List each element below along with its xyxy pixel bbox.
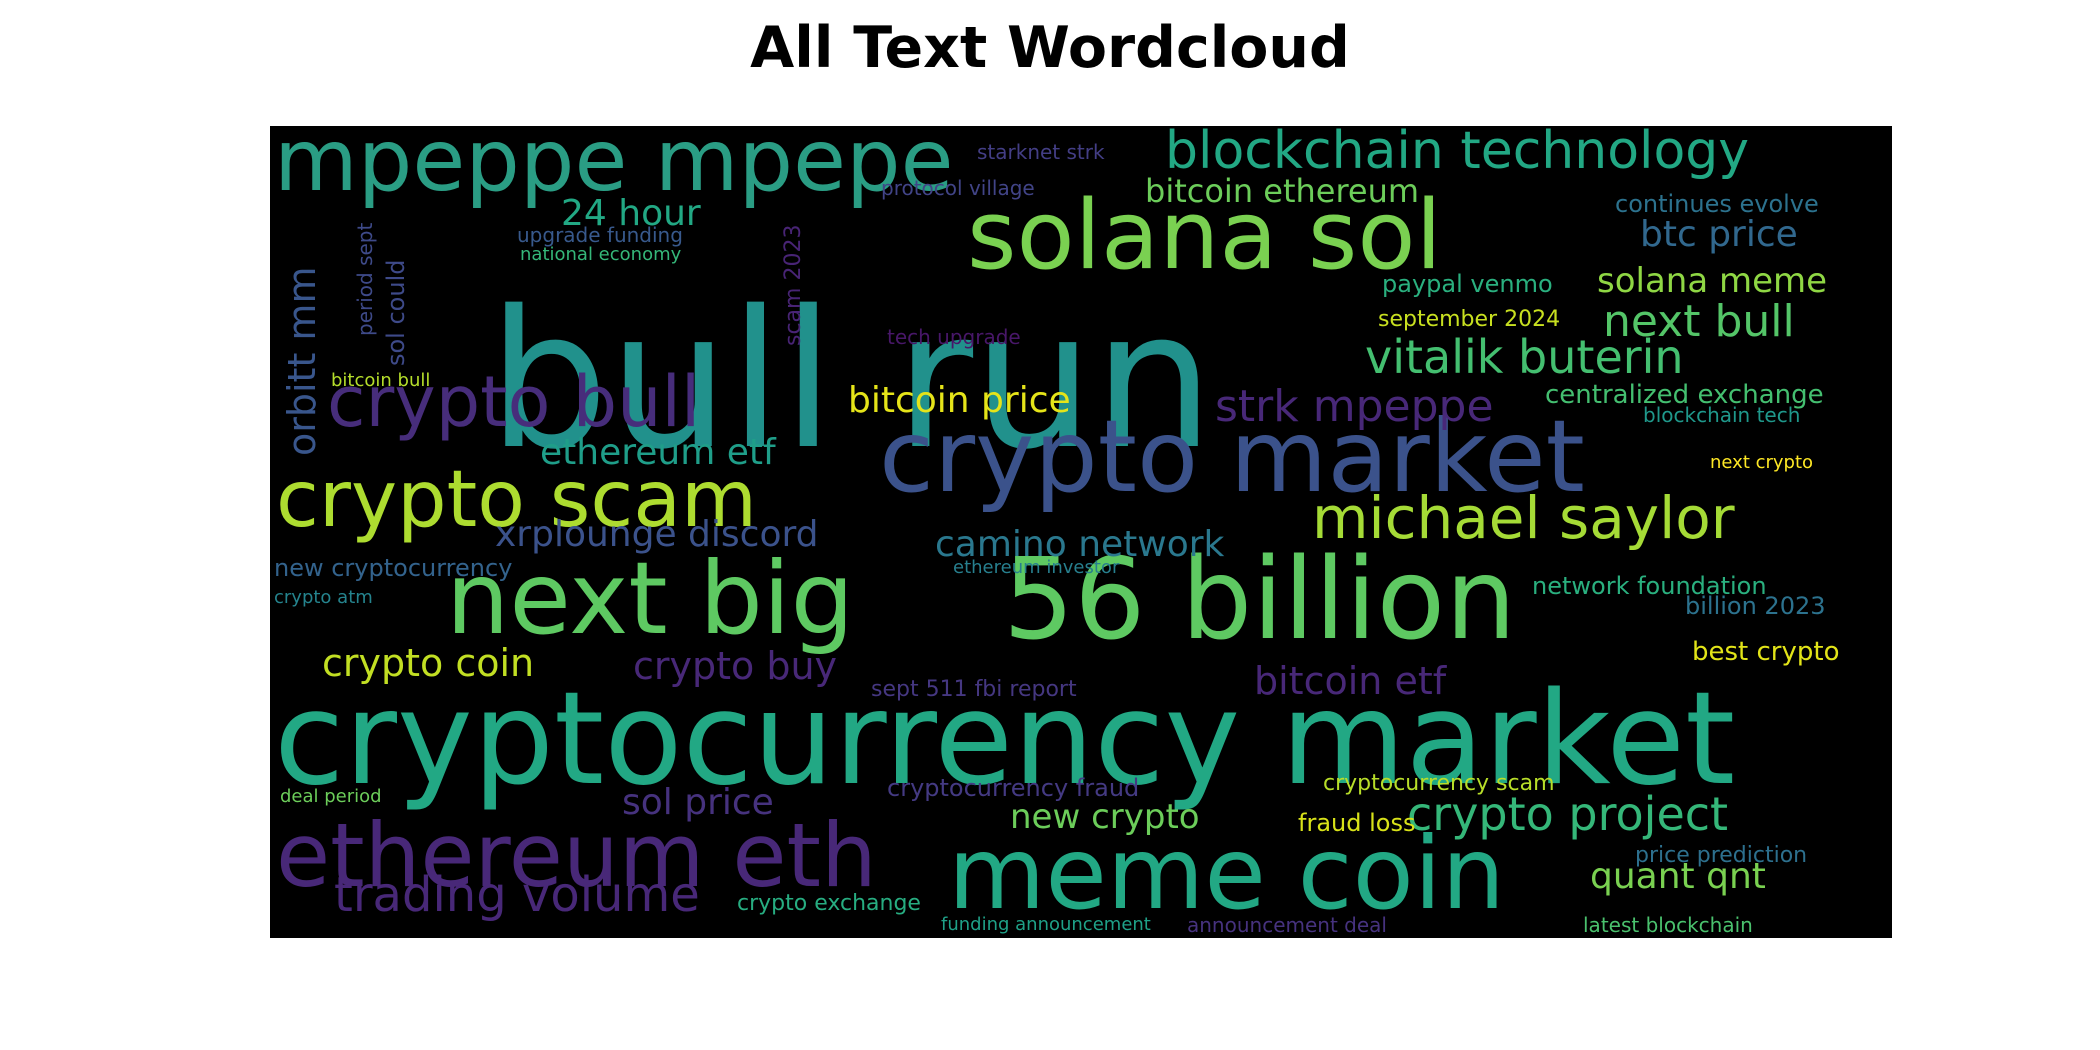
word-period-sept: period sept <box>353 223 377 336</box>
word-funding-announcement: funding announcement <box>941 914 1151 935</box>
word-btc-price: btc price <box>1640 214 1798 255</box>
word-24-hour: 24 hour <box>561 193 701 234</box>
word-bitcoin-etf: bitcoin etf <box>1254 659 1448 703</box>
word-cryptocurrency-fraud: cryptocurrency fraud <box>887 774 1139 802</box>
word-crypto-bull: crypto bull <box>327 361 700 443</box>
word-centralized-exchange: centralized exchange <box>1545 380 1824 410</box>
word-upgrade-funding: upgrade funding <box>517 223 683 247</box>
word-ethereum-eth: ethereum eth <box>276 804 877 907</box>
word-new-crypto: new crypto <box>1010 797 1200 837</box>
word-sol-could: sol could <box>382 260 410 366</box>
word-cryptocurrency-scam: cryptocurrency scam <box>1323 771 1555 796</box>
word-orbitt-mm: orbitt mm <box>280 267 324 456</box>
word-scam-2023: scam 2023 <box>781 225 806 346</box>
word-sept-511-fbi-report: sept 511 fbi report <box>871 677 1077 702</box>
word-crypto-coin: crypto coin <box>322 641 534 685</box>
word-bitcoin-ethereum: bitcoin ethereum <box>1145 172 1419 210</box>
word-solana-sol: solana sol <box>967 181 1442 291</box>
word-56-billion: 56 billion <box>1003 535 1516 665</box>
word-sol-price: sol price <box>622 782 774 823</box>
word-strk-mpeppe: strk mpeppe <box>1215 381 1494 432</box>
word-september-2024: september 2024 <box>1378 307 1560 332</box>
word-bitcoin-bull: bitcoin bull <box>331 370 430 391</box>
word-deal-period: deal period <box>280 786 382 807</box>
word-best-crypto: best crypto <box>1692 637 1839 667</box>
word-latest-blockchain: latest blockchain <box>1583 913 1753 937</box>
word-next-big: next big <box>446 540 854 657</box>
word-national-economy: national economy <box>520 244 682 265</box>
word-paypal-venmo: paypal venmo <box>1382 270 1553 298</box>
word-camino-network: camino network <box>935 524 1225 565</box>
figure-title: All Text Wordcloud <box>750 15 1350 81</box>
word-meme-coin: meme coin <box>948 815 1505 932</box>
word-bitcoin-price: bitcoin price <box>848 380 1071 421</box>
word-blockchain-technology: blockchain technology <box>1165 126 1749 181</box>
word-next-crypto: next crypto <box>1710 452 1813 473</box>
word-trading-volume: trading volume <box>334 867 700 923</box>
word-michael-saylor: michael saylor <box>1312 484 1735 552</box>
word-bull-run: bull run <box>488 270 1214 491</box>
word-starknet-strk: starknet strk <box>977 140 1105 164</box>
word-ethereum-etf: ethereum etf <box>540 432 777 473</box>
word-fraud-loss: fraud loss <box>1298 809 1415 837</box>
word-ethereum-investor: ethereum investor <box>953 557 1120 578</box>
wordcloud-background <box>270 126 1892 938</box>
word-protocol-village: protocol village <box>881 176 1035 200</box>
word-blockchain-tech: blockchain tech <box>1643 403 1800 427</box>
word-next-bull: next bull <box>1603 296 1795 347</box>
word-new-cryptocurrency: new cryptocurrency <box>274 554 512 582</box>
word-network-foundation: network foundation <box>1532 572 1767 600</box>
word-mpeppe-mpepe: mpeppe mpepe <box>274 126 953 211</box>
word-crypto-exchange: crypto exchange <box>737 891 921 916</box>
word-crypto-scam: crypto scam <box>276 455 757 545</box>
word-vitalik-buterin: vitalik buterin <box>1365 330 1684 384</box>
word-crypto-project: crypto project <box>1407 787 1728 841</box>
word-quant-qnt: quant qnt <box>1590 856 1766 897</box>
word-continues-evolve: continues evolve <box>1615 190 1819 218</box>
word-billion-2023: billion 2023 <box>1685 592 1826 620</box>
word-tech-upgrade: tech upgrade <box>887 325 1021 349</box>
word-cryptocurrency-market: cryptocurrency market <box>274 665 1735 814</box>
word-announcement-deal: announcement deal <box>1187 913 1387 937</box>
word-crypto-market: crypto market <box>879 398 1585 515</box>
word-price-prediction: price prediction <box>1635 843 1807 868</box>
word-crypto-buy: crypto buy <box>633 644 837 688</box>
word-solana-meme: solana meme <box>1597 261 1827 301</box>
word-xrplounge-discord: xrplounge discord <box>495 514 819 555</box>
word-crypto-atm: crypto atm <box>274 587 373 608</box>
